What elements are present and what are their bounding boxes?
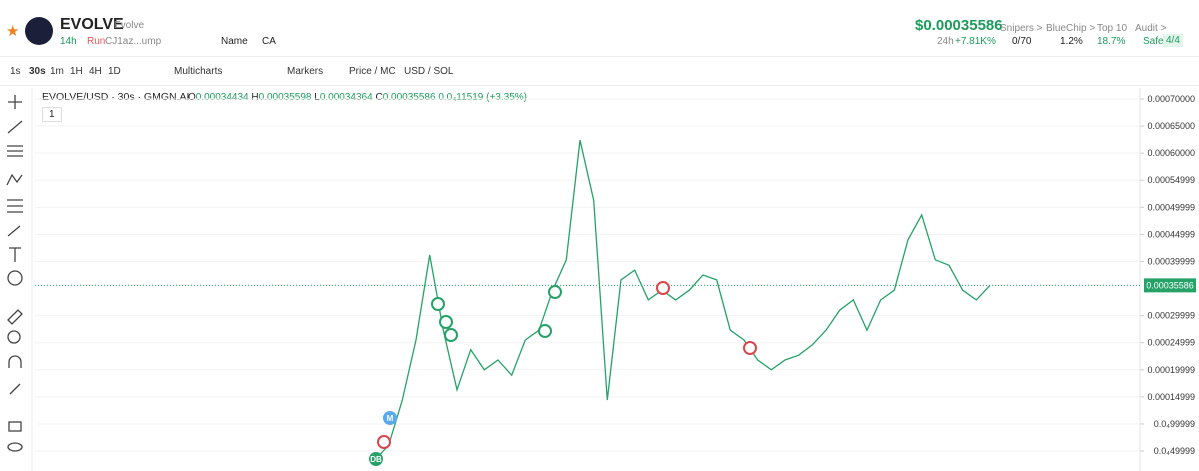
indicator-count[interactable]: 1	[42, 107, 62, 122]
ca-search[interactable]: CA	[262, 36, 276, 47]
multicharts[interactable]: Multicharts	[174, 66, 223, 77]
change: +7.81K%	[955, 36, 996, 47]
trade-marker	[431, 297, 445, 311]
bluechip: 1.2%	[1060, 36, 1083, 47]
y-tick-label: 0.00014999	[1147, 392, 1195, 402]
close-label: C	[375, 92, 383, 103]
trade-marker	[538, 324, 552, 338]
trade-marker	[377, 435, 391, 449]
trade-marker-label: DB	[370, 455, 382, 464]
open: 0.00034434	[195, 92, 249, 103]
top10-label: Top 10	[1097, 23, 1128, 34]
current-price-box	[1144, 278, 1196, 293]
open-label: O	[188, 92, 196, 103]
y-tick-label: 0.00019999	[1147, 365, 1195, 375]
y-tick-label: 0.00024999	[1147, 338, 1195, 348]
interval[interactable]: 1m	[50, 66, 64, 77]
trade-marker	[656, 281, 670, 295]
y-tick-label: 0.00070000	[1147, 94, 1195, 104]
trade-marker	[743, 341, 757, 355]
bluechip-label[interactable]: BlueChip >	[1046, 23, 1096, 34]
trade-marker	[439, 315, 453, 329]
ohlc: O0.00034434 H0.00035598 L0.00034364 C0.0…	[188, 92, 527, 103]
markers[interactable]: Markers	[287, 66, 324, 77]
y-tick-label: 0.0₄49999	[1154, 446, 1195, 456]
interval[interactable]: 1D	[108, 66, 121, 77]
status: Run	[87, 36, 106, 47]
trade-marker	[369, 452, 383, 466]
trade-marker-label: M	[387, 414, 394, 423]
interval[interactable]: 1s	[10, 66, 21, 77]
token-name: Evolve	[114, 20, 145, 31]
favorite-star[interactable]: ★	[6, 23, 20, 40]
y-tick-label: 0.00049999	[1147, 202, 1195, 212]
interval[interactable]: 4H	[89, 66, 102, 77]
price-line	[374, 140, 991, 461]
address[interactable]: CJ1az...ump	[105, 36, 162, 47]
price: $0.00035586	[915, 17, 1003, 34]
current-price-label: 0.00035586	[1146, 280, 1194, 290]
y-tick-label: 0.00054999	[1147, 175, 1195, 185]
high-label: H	[251, 92, 259, 103]
divider	[0, 85, 1199, 86]
y-tick-label: 0.00039999	[1147, 256, 1195, 266]
audit-status: Safe	[1143, 36, 1164, 47]
trade-marker	[548, 285, 562, 299]
token-logo	[25, 17, 53, 45]
y-tick-label: 0.00029999	[1147, 311, 1195, 321]
trade-marker	[444, 328, 458, 342]
name-search[interactable]: Name	[221, 36, 248, 47]
y-tick-label: 0.00065000	[1147, 121, 1195, 131]
high: 0.00035598	[258, 92, 312, 103]
age: 14h	[60, 36, 77, 47]
y-tick-label: 0.0₄99999	[1154, 419, 1195, 429]
close: 0.00035586	[382, 92, 436, 103]
price-mc[interactable]: Price / MC	[349, 66, 396, 77]
snipers: 0/70	[1012, 36, 1032, 47]
currency[interactable]: USD / SOL	[404, 66, 454, 77]
interval[interactable]: 30s	[29, 66, 46, 77]
divider	[0, 56, 1199, 57]
drawing-tools[interactable]	[6, 95, 23, 452]
low-label: L	[314, 92, 320, 103]
low: 0.00034364	[319, 92, 373, 103]
change-label: 24h	[937, 36, 954, 47]
y-tick-label: 0.00044999	[1147, 229, 1195, 239]
trade-marker	[383, 411, 397, 425]
interval[interactable]: 1H	[70, 66, 83, 77]
symbol: EVOLVE	[60, 16, 124, 33]
audit-label[interactable]: Audit >	[1135, 23, 1167, 34]
y-tick-label: 0.00060000	[1147, 148, 1195, 158]
pair: EVOLVE/USD · 30s · GMGN.AI	[42, 91, 190, 103]
chart: 0.00070000 0.00065000 0.00060000 0.00054999…	[6, 88, 1196, 471]
top10: 18.7%	[1097, 36, 1126, 47]
change: 0.0₄11519 (+3.35%)	[438, 92, 527, 103]
snipers-label[interactable]: Snipers >	[1000, 23, 1043, 34]
audit-score: 4/4	[1163, 34, 1183, 47]
